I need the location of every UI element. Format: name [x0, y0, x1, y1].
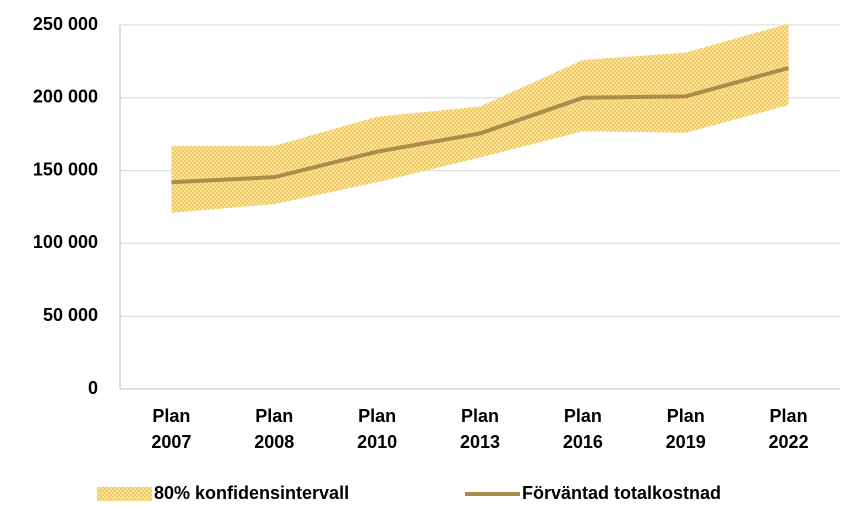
x-tick-label: Plan 2019 [665, 406, 706, 452]
confidence-band [171, 23, 789, 213]
y-tick-label: 50 000 [43, 305, 98, 325]
y-tick-label: 250 000 [33, 14, 98, 34]
x-tick-label: Plan 2022 [768, 406, 809, 452]
y-tick-label: 0 [88, 378, 98, 398]
y-tick-label: 150 000 [33, 159, 98, 179]
x-tick-label: Plan 2007 [151, 406, 192, 452]
legend-label: Förväntad totalkostnad [522, 483, 721, 503]
y-tick-label: 200 000 [33, 87, 98, 107]
y-tick-label: 100 000 [33, 232, 98, 252]
line [171, 66, 790, 185]
x-tick-label: Plan 2013 [459, 406, 501, 452]
legend-label: 80% konfidensintervall [154, 483, 349, 503]
x-tick-label: Plan 2010 [357, 406, 398, 452]
x-tick-label: Plan 2016 [562, 406, 603, 452]
x-tick-label: Plan 2008 [254, 406, 295, 452]
legend-swatch [97, 487, 152, 501]
